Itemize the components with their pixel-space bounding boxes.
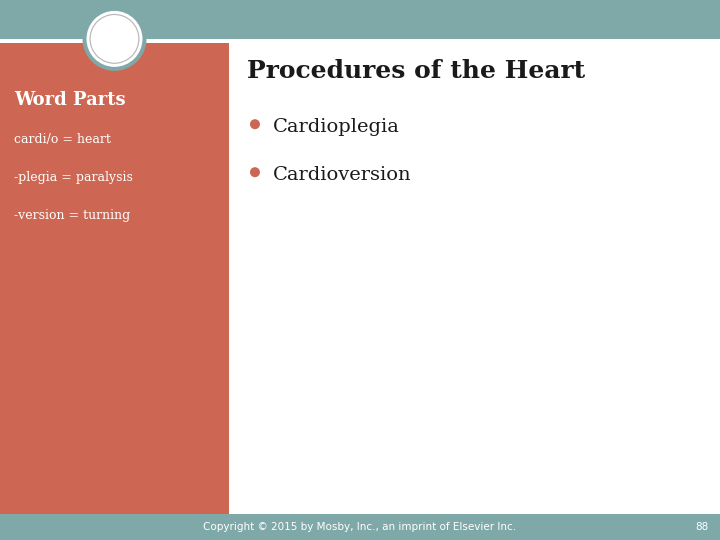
Circle shape (94, 19, 135, 59)
Text: Copyright © 2015 by Mosby, Inc., an imprint of Elsevier Inc.: Copyright © 2015 by Mosby, Inc., an impr… (204, 522, 516, 532)
Circle shape (99, 24, 130, 54)
Bar (0, 0, 720, 39)
Circle shape (250, 167, 260, 177)
Text: Word Parts: Word Parts (14, 91, 125, 109)
Bar (0, 39, 720, 43)
Circle shape (250, 119, 260, 129)
Text: Cardioplegia: Cardioplegia (273, 118, 400, 136)
Text: -plegia = paralysis: -plegia = paralysis (14, 171, 133, 184)
Text: Cardioversion: Cardioversion (273, 166, 412, 184)
Circle shape (89, 14, 140, 64)
Circle shape (97, 22, 132, 56)
Circle shape (100, 24, 129, 53)
Circle shape (101, 25, 128, 52)
Circle shape (91, 16, 138, 62)
Bar (0, 43, 229, 514)
Circle shape (94, 18, 135, 59)
Circle shape (103, 27, 126, 51)
Circle shape (93, 17, 136, 60)
Circle shape (98, 23, 131, 55)
Circle shape (96, 20, 133, 58)
Text: -version = turning: -version = turning (14, 209, 130, 222)
Circle shape (96, 21, 132, 57)
Circle shape (92, 17, 137, 61)
Circle shape (91, 15, 138, 63)
Text: 88: 88 (695, 522, 708, 532)
Text: cardi/o = heart: cardi/o = heart (14, 133, 111, 146)
Circle shape (86, 11, 143, 67)
Circle shape (102, 26, 127, 52)
Circle shape (102, 26, 127, 52)
Bar (0, 514, 720, 540)
Text: Procedures of the Heart: Procedures of the Heart (247, 59, 585, 83)
Circle shape (83, 7, 146, 71)
